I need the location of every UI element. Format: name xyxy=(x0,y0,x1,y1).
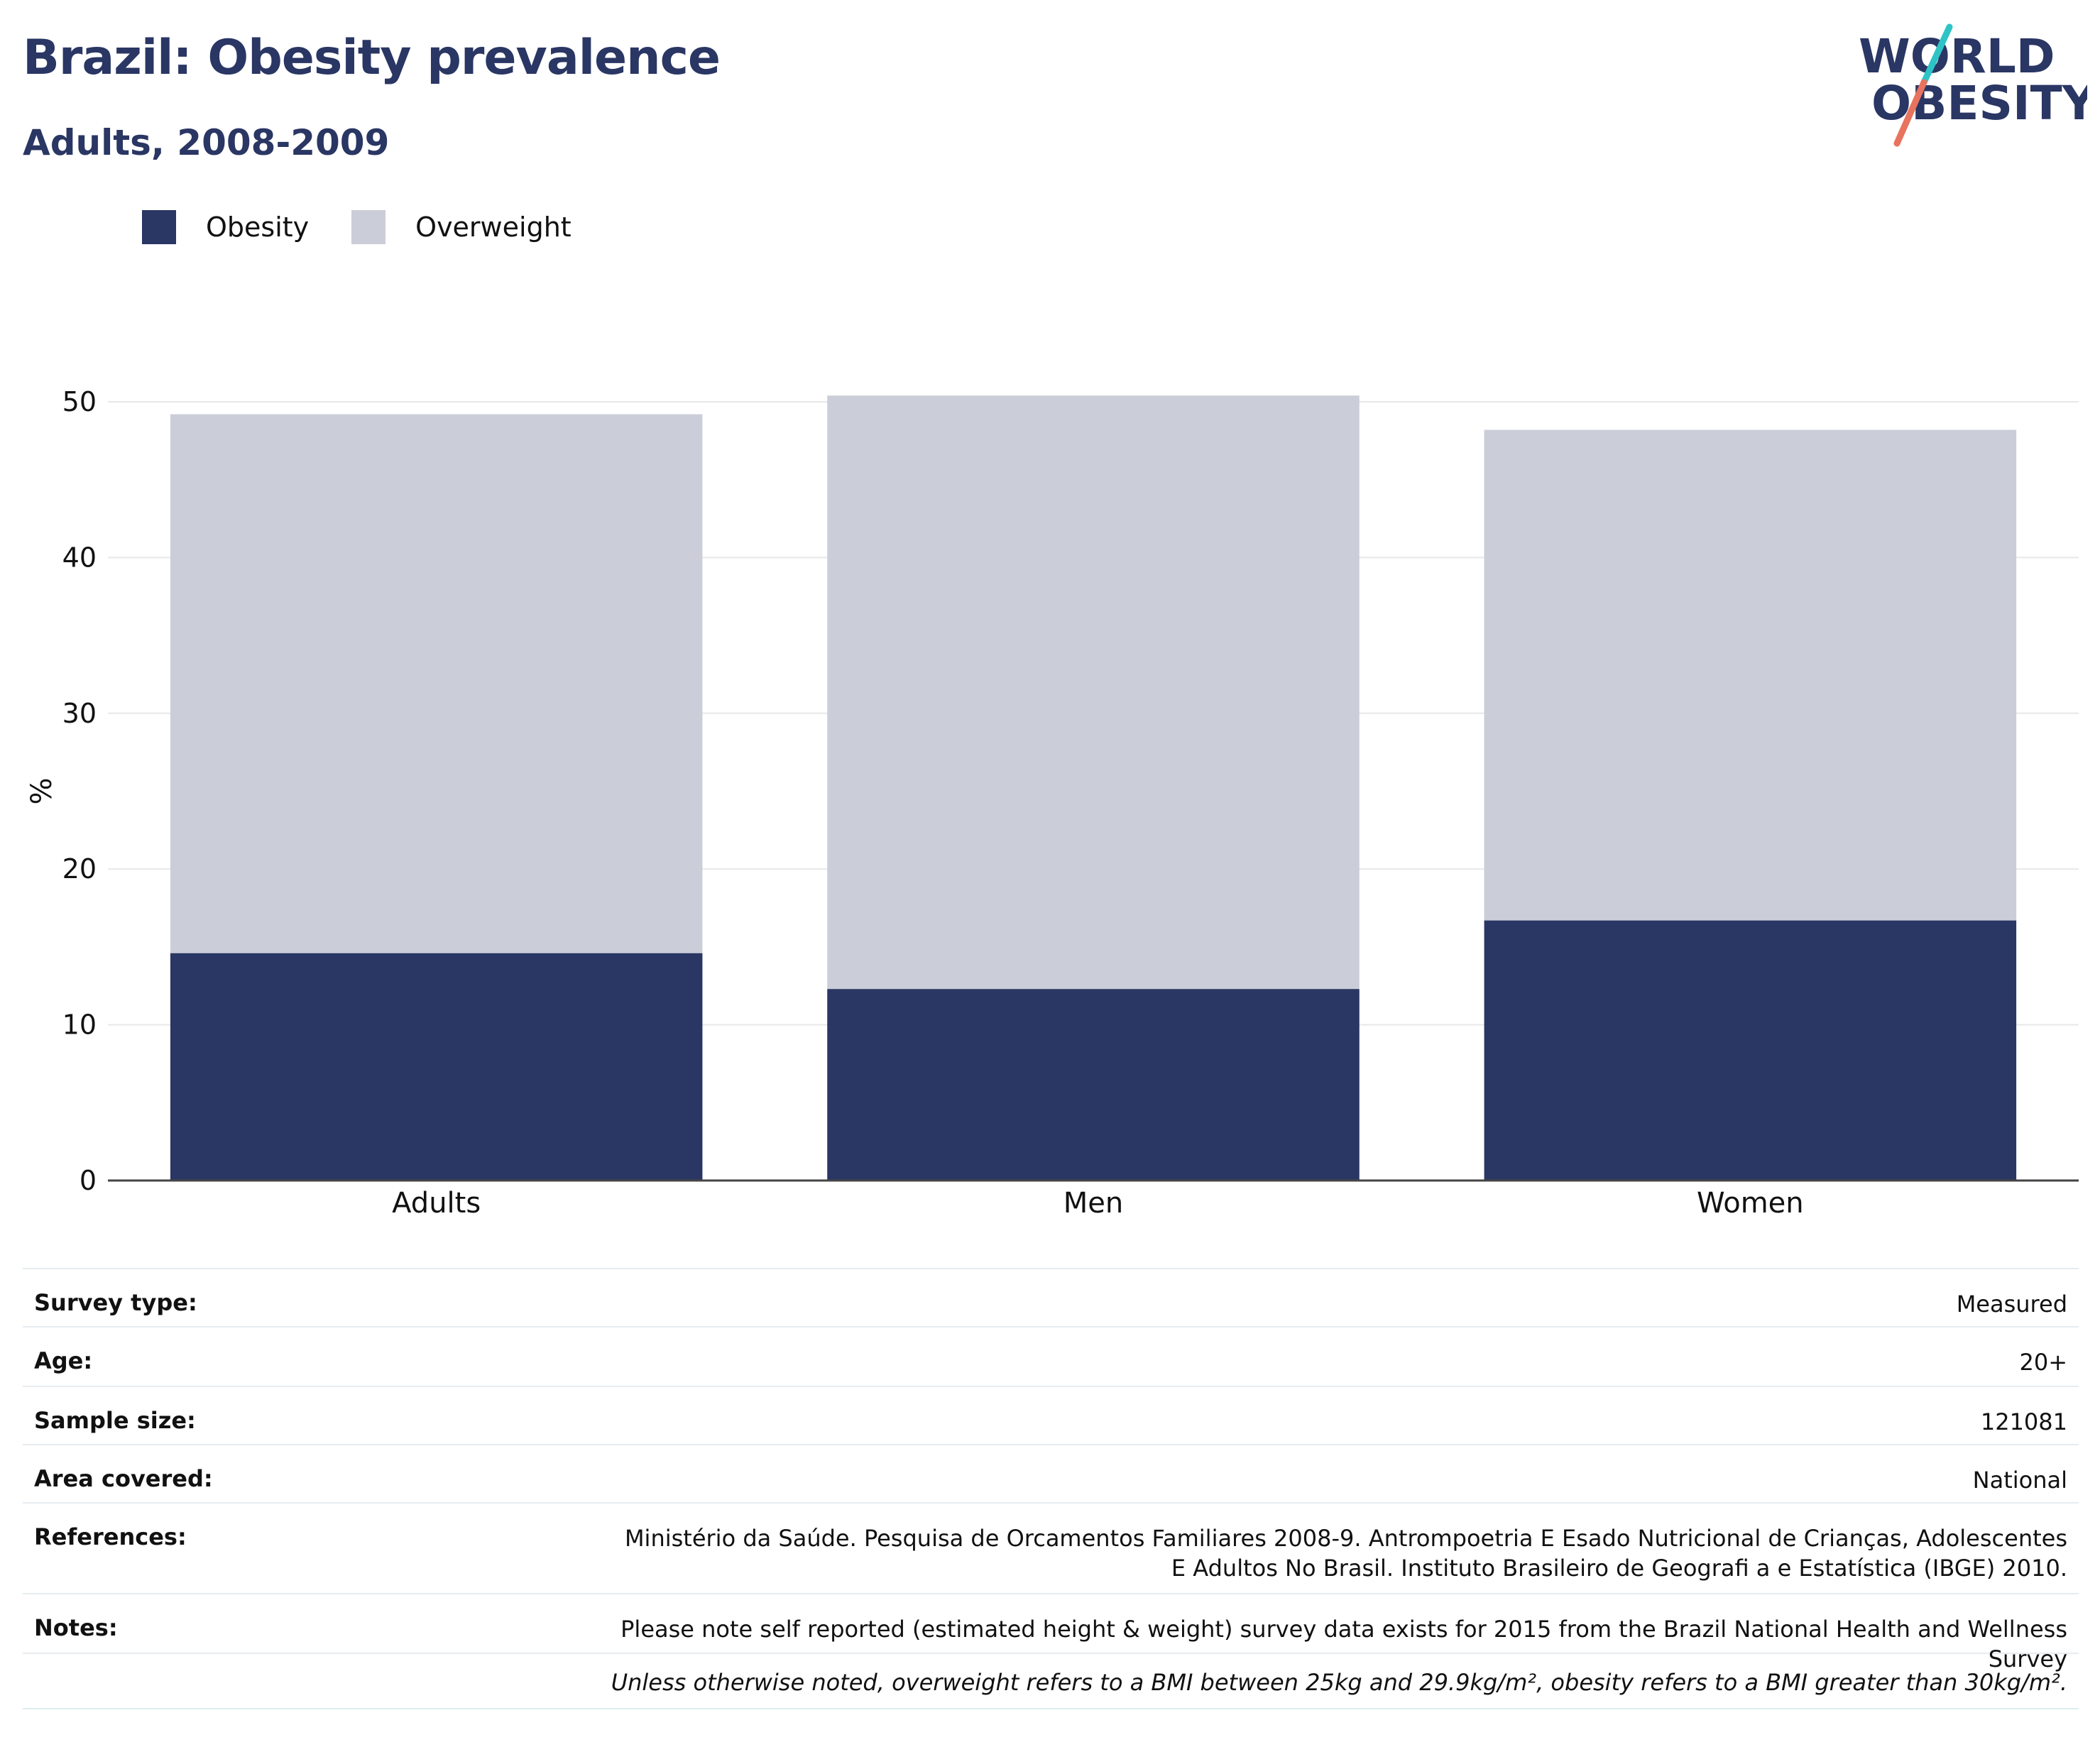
y-tick-label: 50 xyxy=(62,386,97,417)
info-value: 20+ xyxy=(2019,1349,2067,1376)
stacked-bar-chart: 0 10 20 30 40 50% Adults Men Women xyxy=(26,386,2079,1220)
chart-subtitle: Adults, 2008-2009 xyxy=(23,122,390,163)
x-tick-label: Adults xyxy=(392,1187,481,1220)
info-value: Ministério da Saúde. Pesquisa de Orcamen… xyxy=(624,1525,2067,1582)
legend-swatch-obesity xyxy=(142,210,176,244)
y-tick-label: 0 xyxy=(80,1165,97,1196)
info-value: National xyxy=(1972,1467,2067,1494)
info-value: 121081 xyxy=(1980,1408,2067,1435)
legend-item-overweight[interactable]: Overweight xyxy=(351,210,572,244)
bar-overweight-women xyxy=(1484,429,2017,921)
logo-slash-teal xyxy=(1920,23,1953,86)
info-row-notes: Notes: Please note self reported (estima… xyxy=(23,1593,2079,1672)
legend-item-obesity[interactable]: Obesity xyxy=(142,210,309,244)
y-tick-label: 10 xyxy=(62,1009,97,1041)
info-row-age: Age: 20+ xyxy=(23,1326,2079,1386)
bar-overweight-men xyxy=(827,395,1360,990)
info-row-area-covered: Area covered: National xyxy=(23,1444,2079,1502)
y-axis-label: % xyxy=(26,777,58,804)
legend-label-overweight: Overweight xyxy=(415,212,572,243)
info-label: Sample size: xyxy=(34,1407,196,1434)
info-row-references: References: Ministério da Saúde. Pesquis… xyxy=(23,1502,2079,1593)
info-label: Area covered: xyxy=(34,1465,213,1492)
x-tick-label: Women xyxy=(1697,1187,1804,1220)
info-label: Notes: xyxy=(34,1614,118,1641)
x-tick-label: Men xyxy=(1063,1187,1123,1220)
bar-overweight-adults xyxy=(170,414,703,953)
info-label: Age: xyxy=(34,1347,93,1374)
legend: Obesity Overweight xyxy=(142,210,614,244)
info-label: References: xyxy=(34,1523,187,1550)
info-label: Survey type: xyxy=(34,1289,197,1316)
legend-label-obesity: Obesity xyxy=(206,212,310,243)
info-row-survey-type: Survey type: Measured xyxy=(23,1268,2079,1326)
bar-obesity-women xyxy=(1484,920,2017,1181)
y-tick-label: 30 xyxy=(62,698,97,729)
info-value: Measured xyxy=(1956,1291,2067,1318)
survey-info-table: Survey type: Measured Age: 20+ Sample si… xyxy=(23,1268,2079,1709)
y-tick-label: 20 xyxy=(62,853,97,885)
world-obesity-logo: WORLD OBESITY xyxy=(1859,23,2087,147)
logo-line1: WORLD xyxy=(1859,29,2055,84)
info-value: Please note self reported (estimated hei… xyxy=(620,1616,2067,1672)
info-row-sample-size: Sample size: 121081 xyxy=(23,1386,2079,1444)
legend-swatch-overweight xyxy=(351,210,386,244)
bmi-definition-footnote: Unless otherwise noted, overweight refer… xyxy=(23,1653,2079,1709)
logo-slash-coral xyxy=(1893,79,1927,147)
bar-obesity-adults xyxy=(170,953,703,1181)
bar-obesity-men xyxy=(827,989,1360,1181)
y-tick-label: 40 xyxy=(62,542,97,573)
chart-title: Brazil: Obesity prevalence xyxy=(23,30,721,86)
